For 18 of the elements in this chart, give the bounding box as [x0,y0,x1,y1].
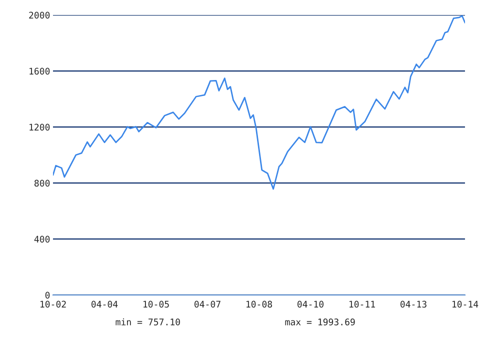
y-tick-label: 400 [34,236,50,243]
text: max = 1993.69 [285,318,355,326]
y-tick-label: 1200 [30,124,50,131]
y-tick-label: 0 [45,292,50,299]
y-tick-label: 1600 [30,68,50,75]
x-tick-label: 04-07 [194,300,220,308]
x-tick-label: 04-10 [298,300,324,308]
x-tick-label: 04-13 [400,300,426,308]
x-tick-label: 10-11 [349,300,375,308]
line-series [53,15,465,190]
x-tick-label: 04-04 [92,300,118,308]
x-tick-label: 10-02 [40,300,66,308]
x-tick-label: 10-05 [143,300,169,308]
x-tick-label: 10-14 [452,300,478,308]
y-tick-label: 2000 [29,12,50,19]
y-tick-label: 800 [34,180,50,187]
x-tick-label: 10-08 [246,300,272,308]
text: min = 757.10 [116,318,180,326]
